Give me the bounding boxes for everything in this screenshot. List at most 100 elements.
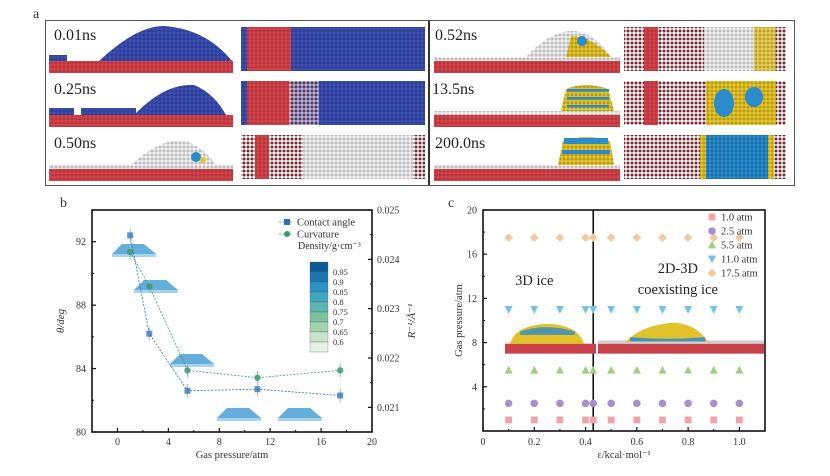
region-label: 2D-3D <box>658 261 698 277</box>
data-point-11_0-atm <box>504 306 513 314</box>
y-tick-label: 20 <box>467 206 477 217</box>
data-point-17_5-atm <box>734 233 744 243</box>
data-point-5_5-atm <box>709 365 718 374</box>
data-point-5_5-atm <box>607 365 616 374</box>
data-point-11_0-atm <box>555 306 564 314</box>
data-point-2_5-atm <box>504 399 513 408</box>
droplet-liquid <box>99 26 232 61</box>
data-point-5_5-atm <box>530 365 539 374</box>
data-point-17_5-atm <box>504 233 514 243</box>
substrate-strip <box>644 81 658 125</box>
colorbar-swatch <box>309 341 329 353</box>
data-point-11_0-atm <box>632 306 641 314</box>
legend-label: 5.5 atm <box>721 241 753 252</box>
time-label-0.50ns: 0.50ns <box>54 135 97 152</box>
y-axis-label: θ/deg <box>55 308 67 333</box>
legend-label: 17.5 atm <box>721 269 758 280</box>
droplet-edge <box>134 290 178 293</box>
droplet-density-icon <box>112 244 156 257</box>
region-label: coexisting ice <box>638 282 718 298</box>
ice-nucleus <box>200 157 206 163</box>
snapshot-2d3d-substrate <box>598 343 764 354</box>
data-point-1_0-atm <box>684 416 692 424</box>
colorbar-tick-label: 0.95 <box>333 267 348 277</box>
ice-blue-layer <box>564 138 608 144</box>
x-tick-label: 12 <box>265 437 275 448</box>
x-tick-label: 4 <box>166 437 171 448</box>
ice-blue-layer <box>567 89 609 92</box>
snapshot-3d-substrate <box>505 343 596 354</box>
x-tick-label: 20 <box>367 437 377 448</box>
data-point-curvature <box>184 367 191 374</box>
droplet-shape <box>134 280 178 290</box>
data-point-11_0-atm <box>735 306 744 314</box>
y-axis-label: Gas pressure/atm <box>454 284 465 357</box>
data-point-1_0-atm <box>607 416 615 424</box>
legend-label: Curvature <box>297 230 339 241</box>
panel-c-letter: c <box>448 196 455 211</box>
legend-label: 11.0 atm <box>721 255 757 266</box>
droplet-shape <box>112 244 156 254</box>
x-tick-label: 0.4 <box>579 437 592 448</box>
droplet-edge <box>170 364 214 367</box>
plot-frame <box>91 209 373 433</box>
gas-layer <box>434 111 620 115</box>
substrate-strip <box>247 81 291 125</box>
x-tick-label: 0.6 <box>631 437 644 448</box>
data-point-5_5-atm <box>632 365 641 374</box>
y2-tick-label: 0.025 <box>377 206 400 217</box>
legend-label: 1.0 atm <box>721 213 753 224</box>
y2-tick-label: 0.021 <box>377 403 400 414</box>
ice-nucleus <box>191 152 201 162</box>
time-label-13.5ns: 13.5ns <box>432 81 475 98</box>
x-tick-label: 0.8 <box>682 437 695 448</box>
droplet-edge <box>112 254 156 257</box>
ice-blue-layer <box>567 97 609 100</box>
snapshot-2d3d-ice-blue <box>630 337 705 342</box>
legend-marker <box>708 240 716 249</box>
data-point-17_5-atm <box>529 233 539 243</box>
snapshot-2d3d-ice <box>626 322 708 342</box>
legend-marker <box>708 255 716 264</box>
data-point-curvature <box>336 367 344 374</box>
data-point-17_5-atm <box>588 233 598 243</box>
x-tick-label: 16 <box>316 437 326 448</box>
data-point-2_5-atm <box>581 399 590 408</box>
ice-yellow <box>754 27 776 71</box>
y2-tick-label: 0.023 <box>377 304 400 315</box>
x-tick-label: 0 <box>115 437 120 448</box>
substrate-side <box>49 115 233 127</box>
y-tick-label: 8 <box>472 338 477 349</box>
droplet-density-icon <box>134 280 178 293</box>
panel-a-divider <box>428 21 430 185</box>
substrate-side <box>434 115 620 127</box>
data-point-5_5-atm <box>735 365 744 374</box>
y-tick-label: 88 <box>76 301 86 312</box>
substrate-side <box>434 169 620 181</box>
data-point-1_0-atm <box>556 416 564 424</box>
data-point-1_0-atm <box>582 416 589 424</box>
x-tick-label: 0.2 <box>528 437 541 448</box>
x-tick-label: 8 <box>217 437 222 448</box>
gas-layer <box>49 165 233 169</box>
data-point-2_5-atm <box>589 399 598 408</box>
data-point-2_5-atm <box>658 399 667 408</box>
data-point-curvature <box>126 248 134 256</box>
data-point-2_5-atm <box>556 399 564 408</box>
data-point-curvature <box>254 374 261 381</box>
data-point-1_0-atm <box>735 416 743 424</box>
time-label-0.52ns: 0.52ns <box>435 27 478 44</box>
data-point-1_0-atm <box>633 416 641 424</box>
liquid-film <box>49 55 67 61</box>
substrate-strip <box>255 135 269 179</box>
data-point-2_5-atm <box>735 399 744 408</box>
time-label-200.0ns: 200.0ns <box>435 135 486 152</box>
y2-tick-label: 0.022 <box>377 354 400 365</box>
droplet-shape <box>217 408 261 418</box>
x-axis-label: ε/kcal·mol⁻¹ <box>597 450 650 461</box>
snapshot-grid <box>49 26 786 181</box>
substrate-side <box>49 169 233 181</box>
colorbar-tick-label: 0.7 <box>333 317 344 327</box>
hex-region <box>289 81 319 125</box>
data-point-17_5-atm <box>632 233 642 243</box>
